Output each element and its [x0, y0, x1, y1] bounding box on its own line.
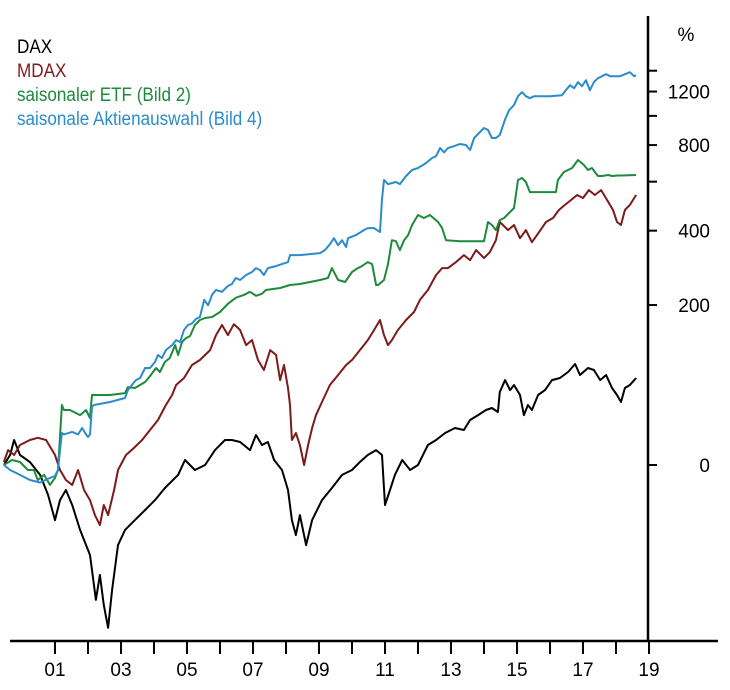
series-line-mdax — [2, 189, 637, 527]
y-tick-label: 800 — [678, 136, 710, 157]
y-tick-label: 1200 — [668, 83, 710, 104]
y-tick-label: 0 — [699, 456, 710, 477]
x-tick-label: 07 — [242, 660, 263, 681]
series-line-saisonale-aktienauswahl-bild-4 — [3, 71, 637, 484]
x-tick-label: 11 — [375, 660, 395, 681]
x-tick-label: 03 — [110, 660, 131, 681]
x-tick-label: 17 — [572, 660, 593, 681]
axes: 01 03 05 07 09 11 13 15 17 19 0 200 400 800 1200 % — [10, 16, 718, 681]
x-tick-label: 05 — [176, 660, 197, 681]
legend-item-dax: DAX — [17, 37, 53, 58]
y-tick-label: 400 — [678, 222, 710, 243]
y-axis-unit-label: % — [678, 25, 695, 46]
series-line-dax — [3, 363, 637, 629]
y-ticks: 0 200 400 800 1200 — [648, 69, 710, 477]
series-line-saisonaler-etf-bild-2 — [3, 159, 637, 486]
legend-item-mdax: MDAX — [17, 61, 67, 82]
x-tick-label: 09 — [308, 660, 329, 681]
x-tick-label: 13 — [440, 660, 461, 681]
series-layer — [2, 71, 637, 629]
y-tick-label: 200 — [678, 296, 710, 317]
legend-item-saisonale-aktienauswahl: saisonale Aktienauswahl (Bild 4) — [17, 109, 263, 130]
x-ticks: 01 03 05 07 09 11 13 15 17 19 — [44, 641, 660, 681]
x-tick-label: 19 — [638, 660, 659, 681]
x-tick-label: 01 — [44, 660, 65, 681]
x-tick-label: 15 — [506, 660, 527, 681]
legend: DAX MDAX saisonaler ETF (Bild 2) saisona… — [17, 36, 262, 132]
legend-item-saisonaler-etf: saisonaler ETF (Bild 2) — [17, 85, 191, 106]
